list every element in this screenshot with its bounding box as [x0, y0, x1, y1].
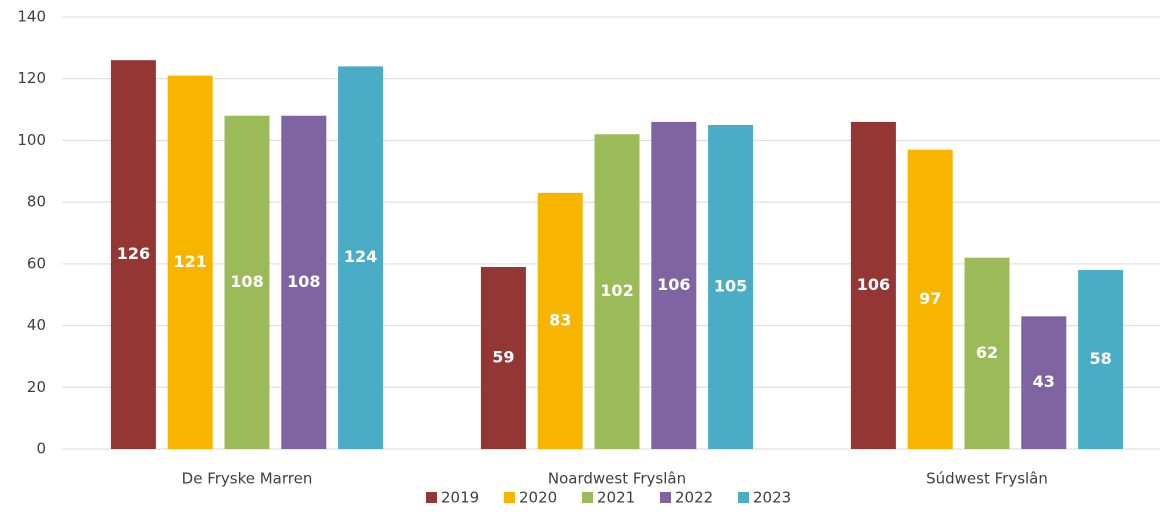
data-label: 106 [657, 275, 690, 294]
y-tick-label: 80 [27, 193, 46, 211]
legend-label: 2020 [519, 489, 557, 507]
y-tick-label: 140 [17, 8, 46, 26]
y-tick-label: 60 [27, 254, 46, 272]
bar [708, 125, 754, 449]
bar [224, 115, 270, 449]
y-tick-label: 100 [17, 131, 46, 149]
data-label: 124 [344, 247, 377, 266]
bar [850, 121, 896, 450]
legend-label: 2021 [597, 489, 635, 507]
legend-swatch [660, 492, 671, 503]
legend-label: 2023 [753, 489, 791, 507]
y-tick-label: 0 [36, 440, 46, 458]
bar [167, 75, 213, 449]
data-label: 106 [857, 275, 890, 294]
bar [338, 66, 384, 449]
x-tick-label: Súdwest Fryslân [926, 470, 1048, 488]
data-label: 108 [287, 272, 320, 291]
data-label: 105 [714, 277, 747, 296]
bar [537, 192, 583, 449]
data-label: 59 [492, 347, 514, 366]
data-label: 58 [1089, 349, 1111, 368]
data-label: 43 [1033, 372, 1055, 391]
x-tick-label: De Fryske Marren [182, 470, 313, 488]
bar [907, 149, 953, 449]
legend-swatch [582, 492, 593, 503]
bar [651, 121, 697, 450]
bar [964, 257, 1010, 449]
data-label: 126 [117, 244, 150, 263]
bar [1078, 270, 1124, 449]
y-tick-label: 20 [27, 378, 46, 396]
x-tick-label: Noardwest Fryslân [548, 470, 686, 488]
bar [1021, 316, 1067, 449]
data-label: 121 [173, 252, 206, 271]
bar [281, 115, 327, 449]
legend-swatch [504, 492, 515, 503]
legend-swatch [426, 492, 437, 503]
data-label: 102 [600, 281, 633, 300]
bar [110, 60, 156, 449]
legend-swatch [738, 492, 749, 503]
bar [480, 266, 526, 449]
data-label: 62 [976, 343, 998, 362]
data-label: 83 [549, 310, 571, 329]
legend-label: 2019 [441, 489, 479, 507]
data-label: 97 [919, 289, 941, 308]
y-tick-label: 40 [27, 316, 46, 334]
data-label: 108 [230, 272, 263, 291]
bar [594, 134, 640, 449]
legend-label: 2022 [675, 489, 713, 507]
y-tick-label: 120 [17, 69, 46, 87]
